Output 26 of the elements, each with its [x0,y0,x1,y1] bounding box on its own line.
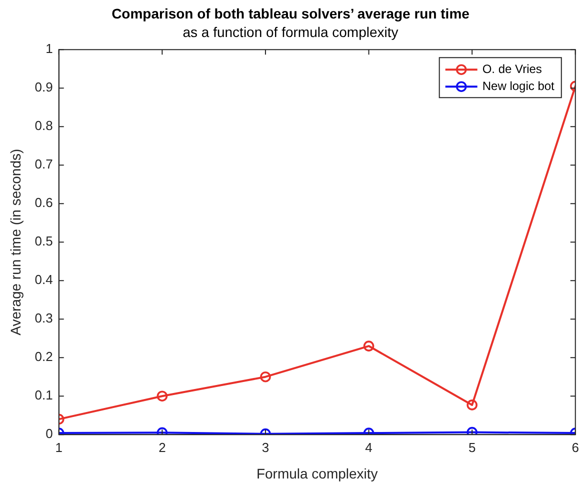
legend-label: New logic bot [482,78,556,93]
y-tick-label: 0.8 [34,118,53,134]
y-axis-title: Average run time (in seconds) [7,148,24,336]
x-tick-label: 3 [262,440,270,455]
y-tick-label: 0.2 [34,349,53,364]
x-tick-label: 1 [55,440,62,455]
point [260,371,271,382]
y-tick-label: 0.3 [34,310,53,326]
y-tick-label: 0.7 [34,156,53,172]
y-tick-label: 0 [46,426,53,442]
legend-label: O. de Vries [482,62,542,76]
point [363,340,374,352]
x-tick-label: 2 [158,440,166,455]
x-tick-label: 6 [572,440,579,455]
x-axis-title: Formula complexity [256,465,378,482]
y-tick-label: 0.5 [34,234,53,249]
point [156,390,168,402]
y-tick-label: 0.6 [34,195,53,210]
y-tick-label: 0.4 [34,272,53,288]
chart-title: Comparison of both tableau solvers’ average run time [112,5,470,22]
chart-subtitle: as a function of formula complexity [182,24,398,40]
y-tick-label: 0.9 [34,80,53,95]
x-tick-label: 4 [365,440,372,455]
y-tick-label: 0.1 [34,388,53,403]
x-tick-label: 5 [468,440,476,455]
y-tick-label: 1 [46,41,53,56]
